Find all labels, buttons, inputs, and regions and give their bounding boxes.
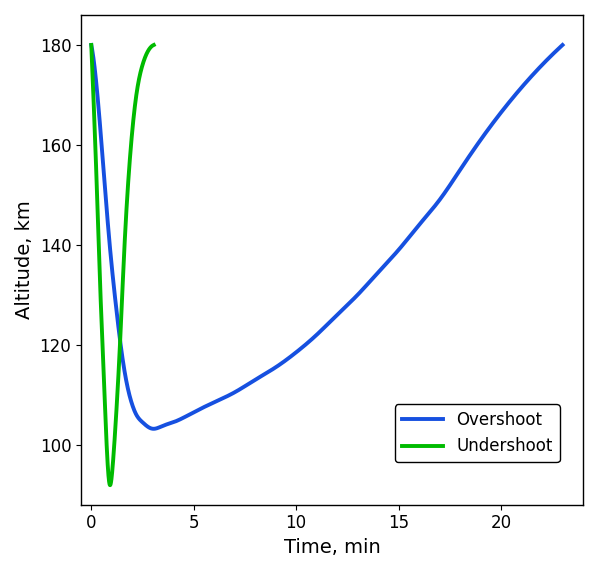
- Line: Undershoot: Undershoot: [91, 45, 154, 485]
- Overshoot: [88, 42, 95, 49]
- Undershoot: [91, 120, 98, 126]
- Undershoot: [106, 482, 114, 488]
- Overshoot: [304, 339, 312, 346]
- Undershoot: [148, 42, 155, 49]
- Undershoot: [137, 69, 144, 76]
- Overshoot: [459, 162, 466, 169]
- Line: Overshoot: Overshoot: [91, 45, 563, 429]
- Y-axis label: Altitude, km: Altitude, km: [15, 201, 34, 319]
- Overshoot: [559, 42, 566, 49]
- Undershoot: [118, 303, 125, 310]
- Overshoot: [317, 328, 324, 335]
- Undershoot: [150, 42, 157, 49]
- Overshoot: [150, 426, 157, 432]
- Overshoot: [545, 54, 553, 61]
- Undershoot: [148, 43, 155, 50]
- Overshoot: [112, 296, 119, 303]
- Legend: Overshoot, Undershoot: Overshoot, Undershoot: [395, 404, 560, 462]
- Overshoot: [545, 54, 553, 61]
- X-axis label: Time, min: Time, min: [283, 538, 380, 557]
- Undershoot: [117, 340, 124, 347]
- Undershoot: [88, 42, 95, 49]
